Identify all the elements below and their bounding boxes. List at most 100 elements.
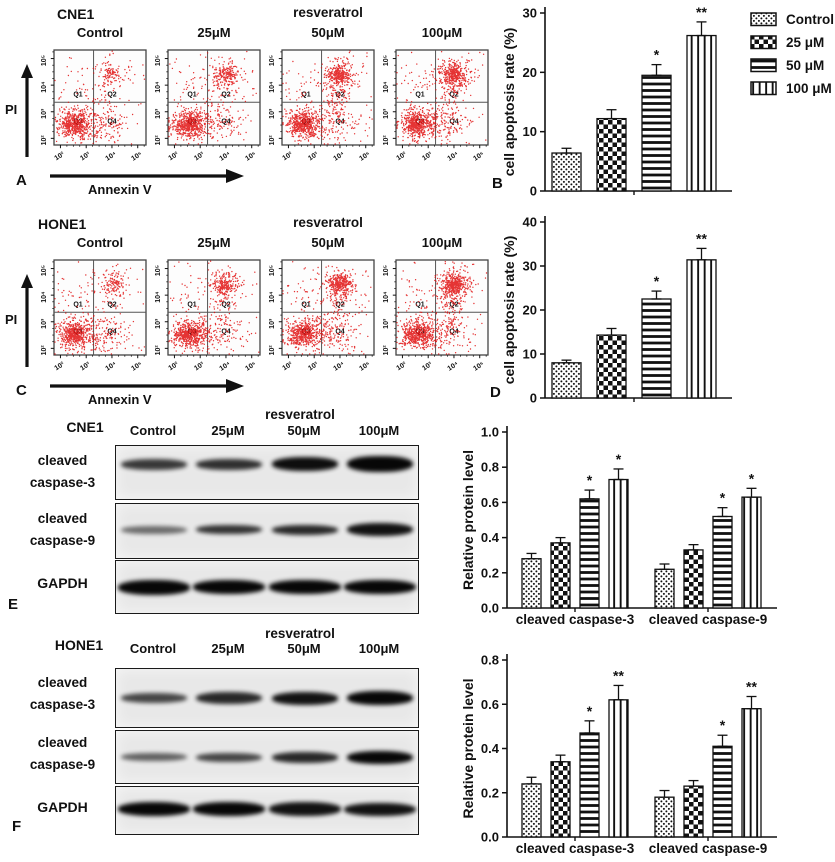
svg-text:Q1: Q1 bbox=[301, 301, 310, 308]
legend-swatch-control-icon bbox=[750, 12, 777, 27]
svg-text:10²: 10² bbox=[383, 345, 390, 356]
bar bbox=[551, 152, 582, 192]
svg-text:Q1: Q1 bbox=[415, 301, 424, 308]
svg-text:10²: 10² bbox=[395, 151, 408, 163]
svg-text:10⁵: 10⁵ bbox=[472, 151, 485, 163]
svg-text:10⁵: 10⁵ bbox=[269, 55, 276, 66]
svg-text:10⁴: 10⁴ bbox=[269, 291, 276, 303]
cell-line-title-hone1: HONE1 bbox=[38, 216, 87, 232]
svg-text:**: ** bbox=[696, 230, 707, 246]
blot-row-label-line: GAPDH bbox=[37, 799, 88, 815]
panel-letter-e: E bbox=[8, 596, 19, 613]
svg-text:Q4: Q4 bbox=[221, 328, 230, 335]
bar bbox=[712, 745, 733, 838]
svg-text:Q1: Q1 bbox=[73, 91, 82, 98]
blot-band bbox=[271, 691, 338, 705]
svg-text:Relative protein level: Relative protein level bbox=[460, 450, 476, 590]
bar bbox=[608, 699, 629, 838]
blot-treatment-label-f: resveratrol bbox=[265, 626, 335, 641]
svg-text:10³: 10³ bbox=[41, 318, 48, 329]
svg-text:10⁴: 10⁴ bbox=[447, 150, 461, 162]
svg-text:10⁴: 10⁴ bbox=[105, 150, 119, 162]
svg-text:cell apoptosis rate (%): cell apoptosis rate (%) bbox=[501, 28, 517, 177]
svg-text:10³: 10³ bbox=[421, 151, 434, 163]
blot-band bbox=[347, 691, 414, 705]
bar bbox=[683, 549, 704, 609]
svg-text:*: * bbox=[720, 490, 726, 506]
svg-text:**: ** bbox=[613, 667, 624, 683]
bar bbox=[596, 334, 627, 399]
legend-item-control: Control bbox=[750, 8, 834, 31]
svg-text:10²: 10² bbox=[167, 151, 180, 163]
svg-text:10²: 10² bbox=[155, 345, 162, 356]
svg-text:0: 0 bbox=[530, 184, 537, 199]
panel-letter-c: C bbox=[16, 382, 27, 399]
svg-text:20: 20 bbox=[523, 303, 537, 318]
blot-image-hone1-caspase3 bbox=[115, 668, 419, 728]
blot-row-label-e-gapdh: GAPDH bbox=[10, 572, 115, 594]
pi-axis-label-a: PI bbox=[5, 102, 18, 117]
svg-text:0.4: 0.4 bbox=[481, 530, 500, 545]
blot-band bbox=[117, 802, 190, 817]
blot-condition-e-control: Control bbox=[129, 423, 177, 438]
svg-text:10⁴: 10⁴ bbox=[155, 291, 162, 303]
legend-label-control: Control bbox=[786, 12, 834, 27]
svg-text:Q1: Q1 bbox=[187, 301, 196, 308]
svg-text:10²: 10² bbox=[41, 345, 48, 356]
svg-text:Q4: Q4 bbox=[449, 328, 458, 335]
legend-label-50um: 50 μM bbox=[786, 58, 825, 73]
svg-text:10³: 10³ bbox=[79, 151, 92, 163]
blot-band bbox=[117, 579, 190, 595]
condition-label-c-control: Control bbox=[76, 235, 124, 250]
blot-band bbox=[347, 456, 414, 473]
svg-text:*: * bbox=[587, 703, 593, 719]
panel-letter-b: B bbox=[492, 175, 503, 192]
svg-text:10²: 10² bbox=[53, 361, 66, 373]
legend-label-100um: 100 μM bbox=[786, 81, 832, 96]
blot-band bbox=[268, 580, 341, 594]
svg-text:**: ** bbox=[746, 679, 757, 695]
svg-text:40: 40 bbox=[523, 215, 537, 230]
bar bbox=[550, 542, 571, 609]
bar bbox=[686, 34, 717, 192]
svg-text:10³: 10³ bbox=[383, 108, 390, 119]
blot-band bbox=[196, 752, 263, 762]
svg-text:Q2: Q2 bbox=[221, 301, 230, 308]
panel-letter-f: F bbox=[12, 818, 22, 835]
svg-text:10⁴: 10⁴ bbox=[269, 81, 276, 93]
svg-text:Q1: Q1 bbox=[415, 91, 424, 98]
legend-item-100um: 100 μM bbox=[750, 77, 834, 100]
bar bbox=[683, 785, 704, 838]
svg-text:Q4: Q4 bbox=[221, 118, 230, 125]
blot-row-label-line: caspase-9 bbox=[29, 533, 96, 548]
svg-text:10³: 10³ bbox=[79, 361, 92, 373]
svg-text:10⁵: 10⁵ bbox=[383, 55, 390, 66]
blot-band bbox=[196, 692, 263, 704]
svg-text:10⁴: 10⁴ bbox=[41, 291, 48, 303]
blot-image-hone1-caspase9 bbox=[115, 730, 419, 784]
svg-text:Q2: Q2 bbox=[449, 301, 458, 308]
blot-condition-e-100: 100μM bbox=[358, 423, 400, 438]
blot-treatment-label-e: resveratrol bbox=[265, 407, 335, 422]
svg-text:10³: 10³ bbox=[383, 318, 390, 329]
blot-band bbox=[120, 525, 187, 534]
treatment-label-a: resveratrol bbox=[293, 5, 363, 20]
legend-swatch-50um-icon bbox=[750, 58, 777, 73]
svg-text:10⁵: 10⁵ bbox=[130, 361, 143, 373]
pi-axis-arrow-icon bbox=[21, 64, 33, 157]
svg-text:10²: 10² bbox=[281, 361, 294, 373]
svg-text:10³: 10³ bbox=[269, 108, 276, 119]
svg-text:10⁵: 10⁵ bbox=[244, 151, 257, 163]
blot-cell-line-hone1: HONE1 bbox=[54, 637, 104, 653]
svg-text:10³: 10³ bbox=[269, 318, 276, 329]
bar bbox=[741, 708, 762, 838]
bar bbox=[641, 298, 672, 399]
svg-text:10²: 10² bbox=[269, 135, 276, 146]
legend-item-50um: 50 μM bbox=[750, 54, 834, 77]
svg-text:0.0: 0.0 bbox=[481, 601, 499, 616]
blot-cell-line-cne1: CNE1 bbox=[66, 419, 104, 435]
